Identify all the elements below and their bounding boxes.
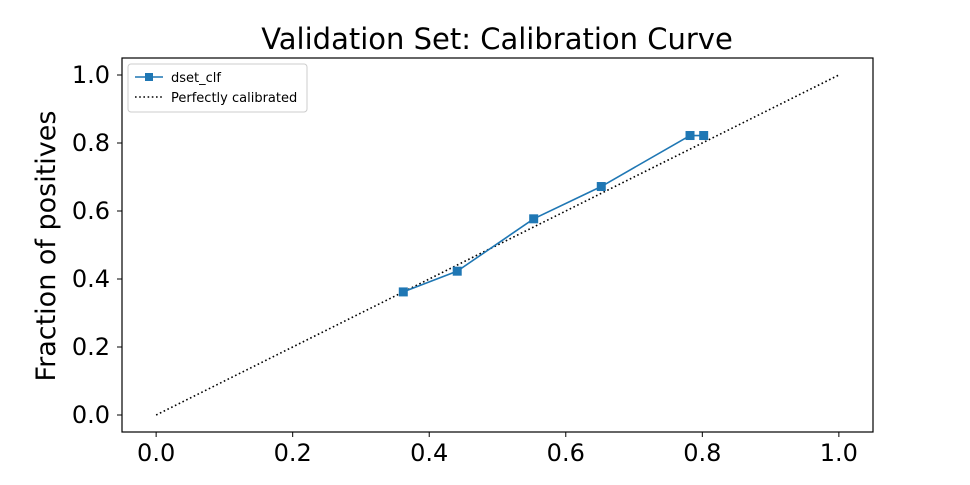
x-tick-label: 1.0 bbox=[820, 439, 858, 467]
y-tick-label: 0.6 bbox=[72, 197, 110, 225]
data-point bbox=[699, 131, 709, 141]
x-tick-label: 0.6 bbox=[547, 439, 585, 467]
data-point bbox=[596, 182, 606, 192]
x-tick-label: 0.8 bbox=[683, 439, 721, 467]
x-tick-label: 0.0 bbox=[137, 439, 175, 467]
series-line-dset-clf bbox=[402, 134, 704, 293]
data-point bbox=[452, 266, 462, 276]
y-tick-label: 1.0 bbox=[72, 61, 110, 89]
legend-marker-dset-clf bbox=[145, 73, 153, 81]
plot-frame bbox=[121, 57, 874, 433]
legend-label-dset-clf: dset_clf bbox=[171, 71, 221, 86]
legend-box bbox=[127, 63, 308, 113]
series-line-perfectly-calibrated bbox=[155, 74, 840, 416]
legend-label-perfectly-calibrated: Perfectly calibrated bbox=[171, 91, 297, 106]
y-tick-label: 0.2 bbox=[72, 333, 110, 361]
data-point bbox=[685, 131, 695, 141]
data-point bbox=[529, 214, 539, 224]
legend: dset_clf Perfectly calibrated bbox=[127, 63, 308, 113]
y-tick-label: 0.8 bbox=[72, 129, 110, 157]
y-tick-label: 0.4 bbox=[72, 265, 110, 293]
data-point bbox=[398, 287, 408, 297]
y-tick-label: 0.0 bbox=[72, 401, 110, 429]
y-axis-label: Fraction of positives bbox=[31, 111, 62, 382]
x-tick-label: 0.4 bbox=[410, 439, 448, 467]
chart-title: Validation Set: Calibration Curve bbox=[261, 22, 733, 56]
x-tick-label: 0.2 bbox=[274, 439, 312, 467]
